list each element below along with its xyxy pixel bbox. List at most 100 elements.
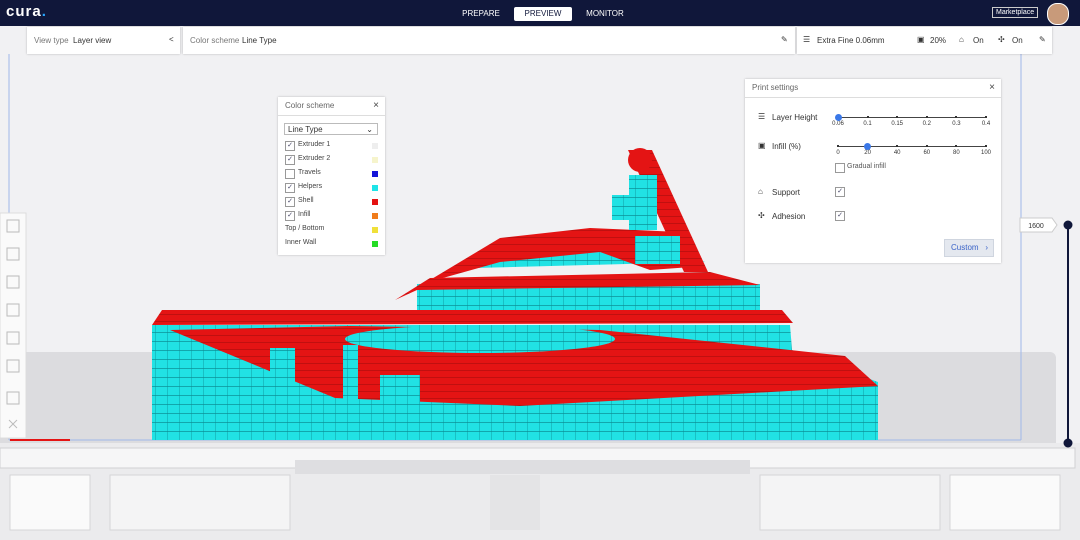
layer-height-label: Layer Height [772, 113, 818, 122]
slider-tick-label: 0.15 [891, 121, 904, 127]
print-settings-panel: Print settings × ☰ Layer Height ▣ Infill… [745, 79, 1001, 263]
support-icon: ⌂ [758, 187, 763, 196]
slider-handle[interactable] [834, 113, 842, 121]
checkbox[interactable]: ✓ [285, 197, 295, 207]
slider-tick [985, 145, 987, 147]
item-label: Travels [298, 169, 321, 176]
adhesion-icon: ✣ [758, 211, 765, 220]
profile: Extra Fine 0.06mm [817, 36, 885, 45]
slider-tick-label: 60 [923, 150, 931, 156]
checkbox[interactable] [835, 163, 845, 173]
color-swatch [372, 143, 378, 149]
logo: cura. [6, 3, 47, 20]
slider-tick [985, 116, 987, 118]
slider-tick [896, 116, 899, 118]
color-scheme-panel: Color scheme × Line Type ⌄ ✓ Extruder 1 ✓ Ex… [278, 97, 385, 255]
infill-label: Infill (%) [772, 142, 801, 151]
panel-title: Print settings [745, 79, 1001, 98]
close-button[interactable]: × [989, 82, 995, 93]
bottom-handle[interactable] [1063, 438, 1073, 448]
checkbox[interactable] [285, 169, 295, 179]
view-type-label: View type [34, 36, 69, 45]
checkbox[interactable]: ✓ [835, 211, 845, 221]
custom-button[interactable]: Custom › [944, 239, 994, 257]
color-swatch [372, 213, 378, 219]
print-setup-bar[interactable]: ☰ Extra Fine 0.06mm ▣ 20% ⌂ On ✣ On ✎ [797, 27, 1052, 54]
support-blocker-tool[interactable] [6, 359, 20, 373]
model [152, 148, 878, 440]
infill-icon: ▣ [917, 35, 925, 44]
left-toolbar [0, 212, 27, 439]
scale-tool[interactable] [6, 247, 20, 261]
tab[interactable]: PREVIEW [514, 7, 572, 21]
item-label: Infill [298, 211, 311, 218]
tool-disabled [6, 391, 20, 405]
color-swatch [372, 157, 378, 163]
adhesion: On [1012, 36, 1023, 45]
layer-height-icon: ☰ [758, 112, 766, 121]
color-swatch [372, 199, 378, 205]
slider-track [838, 117, 986, 118]
view-type-value[interactable]: Layer view [73, 36, 112, 45]
account-avatar[interactable] [1047, 3, 1069, 25]
move-tool[interactable] [6, 219, 20, 233]
color-scheme-value[interactable]: Line Type [242, 36, 277, 45]
rotate-tool[interactable] [6, 275, 20, 289]
item-label: Extruder 2 [298, 155, 331, 162]
support-label: Support [772, 188, 801, 197]
slider-tick [837, 145, 839, 147]
tab[interactable]: MONITOR [586, 9, 624, 18]
item-label: Shell [298, 197, 314, 204]
slider-tick [955, 145, 958, 147]
slider-tick [925, 116, 928, 118]
slider-tick-label: 0 [836, 150, 840, 156]
adhesion-icon: ✣ [998, 35, 1005, 44]
slider-tick [896, 145, 899, 147]
slider-tick-label: 0.2 [922, 121, 931, 127]
slider-handle[interactable] [864, 142, 872, 150]
checkbox[interactable]: ✓ [285, 155, 295, 165]
panel-title: Color scheme [278, 97, 385, 116]
infill-icon: ▣ [758, 141, 766, 150]
logo-text: cura [6, 3, 42, 20]
close-button[interactable]: × [373, 100, 379, 111]
view-type-panel[interactable]: View type Layer view < [27, 27, 180, 54]
tab[interactable]: PREPARE [462, 9, 500, 18]
item-label: Extruder 1 [298, 141, 331, 148]
top-bar: cura. Marketplace PREPARE PREVIEW MONITOR [0, 0, 1080, 26]
slider-tick-label: 0.3 [952, 121, 961, 127]
checkbox[interactable]: ✓ [285, 183, 295, 193]
close-tool[interactable] [8, 419, 18, 429]
edit-icon[interactable]: ✎ [1039, 35, 1046, 44]
collapse-icon[interactable]: < [169, 35, 174, 44]
gradual-infill-label: Gradual infill [847, 163, 886, 170]
dropdown-value: Line Type [288, 125, 323, 134]
color-scheme-bar[interactable]: Color scheme Line Type ✎ [183, 27, 795, 54]
item-label: Helpers [298, 183, 323, 190]
color-swatch [372, 171, 378, 177]
layer-number[interactable]: 1600 [1028, 223, 1044, 230]
profile-icon: ☰ [803, 35, 811, 44]
slider-tick-label: 0.1 [863, 121, 872, 127]
edit-icon[interactable]: ✎ [781, 35, 788, 44]
item-label: Inner Wall [285, 239, 317, 246]
color-swatch [372, 185, 378, 191]
per-model-tool[interactable] [6, 331, 20, 345]
slider-tick-label: 0.06 [832, 121, 844, 127]
mirror-tool[interactable] [6, 303, 20, 317]
layer-slider[interactable]: 1600 [1019, 217, 1073, 448]
checkbox[interactable]: ✓ [285, 141, 295, 151]
slider-tick-label: 80 [953, 150, 960, 156]
slider-tick [925, 145, 928, 147]
checkbox[interactable]: ✓ [835, 187, 845, 197]
dropdown[interactable]: Line Type ⌄ [284, 123, 378, 135]
slider-tick [955, 116, 958, 118]
checkbox[interactable]: ✓ [285, 211, 295, 221]
marketplace-button[interactable]: Marketplace [992, 7, 1039, 18]
color-swatch [372, 227, 378, 233]
slider-track [838, 146, 986, 147]
top-handle[interactable] [1063, 220, 1073, 230]
color-swatch [372, 241, 378, 247]
